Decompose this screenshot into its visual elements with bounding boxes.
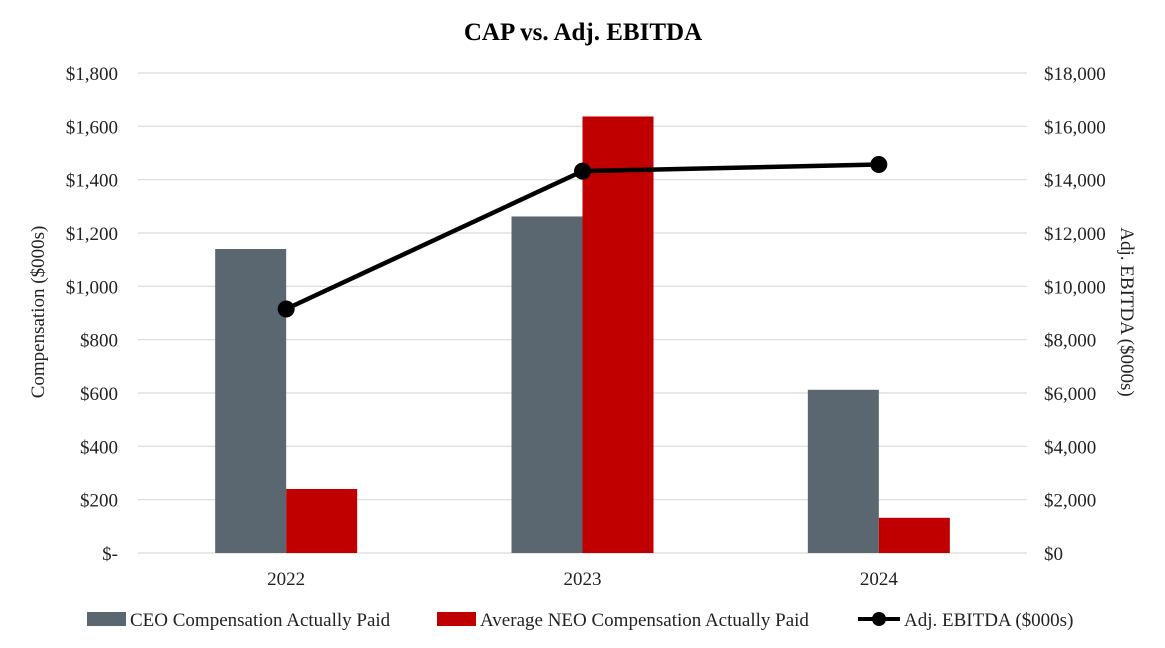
y2-tick-label: $4,000: [1044, 437, 1096, 458]
bar-ceo-2024: [807, 389, 879, 553]
y-tick-label: $1,000: [66, 277, 118, 298]
y-tick-label: $1,600: [66, 117, 118, 138]
legend-label: Adj. EBITDA ($000s): [904, 610, 1073, 631]
left-axis-ticks: $- $200 $400 $600 $800 $1,000 $1,200 $1,400 $1,6…: [66, 64, 118, 565]
y2-tick-label: $2,000: [1044, 491, 1096, 512]
y-tick-label: $200: [80, 491, 118, 512]
y2-axis-title: Adj. EBITDA ($000s): [1116, 227, 1137, 396]
chart-title: CAP vs. Adj. EBITDA: [464, 19, 702, 46]
y-tick-label: $800: [80, 331, 118, 352]
y2-tick-label: $10,000: [1044, 277, 1106, 298]
bar-ceo-2023: [511, 216, 583, 553]
bar-neo-2024: [878, 517, 950, 553]
y2-tick-label: $18,000: [1044, 64, 1106, 85]
ebitda-point-2024: [870, 155, 888, 173]
y2-tick-label: $16,000: [1044, 117, 1106, 138]
y2-tick-label: $6,000: [1044, 384, 1096, 405]
bar-neo-2023: [582, 116, 654, 553]
right-axis-ticks: $0 $2,000 $4,000 $6,000 $8,000 $10,000 $12,000…: [1044, 64, 1106, 565]
x-axis-ticks: 2022 2023 2024: [267, 569, 898, 590]
legend-label: Average NEO Compensation Actually Paid: [480, 610, 809, 631]
y-tick-label: $-: [102, 544, 118, 565]
ebitda-point-2022: [277, 300, 295, 318]
y-tick-label: $600: [80, 384, 118, 405]
y2-tick-label: $12,000: [1044, 224, 1106, 245]
x-tick-label: 2023: [564, 569, 602, 590]
x-tick-label: 2024: [860, 569, 899, 590]
y2-tick-label: $14,000: [1044, 171, 1106, 192]
x-tick-label: 2022: [267, 569, 305, 590]
bar-neo-2022: [286, 489, 358, 553]
y-tick-label: $1,800: [66, 64, 118, 85]
y-tick-label: $1,200: [66, 224, 118, 245]
legend-label: CEO Compensation Actually Paid: [130, 610, 391, 631]
legend-swatch: [437, 612, 476, 626]
legend: CEO Compensation Actually Paid Average NE…: [87, 610, 1073, 631]
legend-swatch: [87, 612, 126, 626]
y2-tick-label: $8,000: [1044, 331, 1096, 352]
y2-tick-label: $0: [1044, 544, 1063, 565]
y-tick-label: $1,400: [66, 171, 118, 192]
ebitda-line-series: [277, 155, 888, 318]
ebitda-point-2023: [574, 162, 591, 180]
bar-ceo-2022: [215, 249, 287, 553]
y-axis-title: Compensation ($000s): [28, 226, 49, 399]
y-tick-label: $400: [80, 437, 118, 458]
legend-swatch-marker: [872, 612, 886, 626]
bars: [215, 116, 950, 553]
